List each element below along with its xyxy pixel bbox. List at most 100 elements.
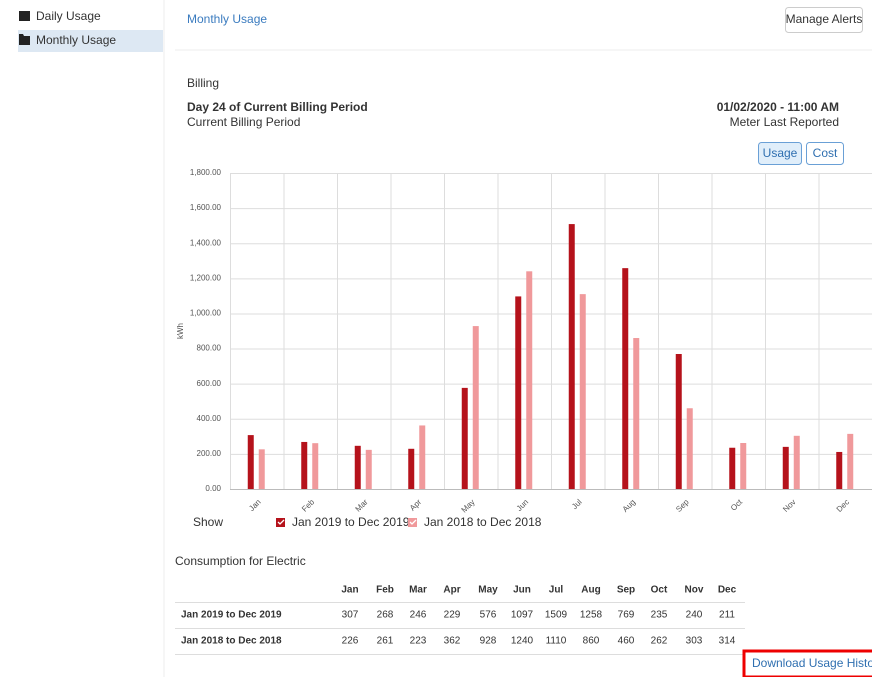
table-title: Consumption for Electric — [175, 554, 306, 568]
calendar-icon — [19, 11, 30, 21]
y-axis-label: kWh — [176, 323, 185, 339]
table-header: Nov — [685, 585, 704, 596]
table-cell: 261 — [377, 636, 394, 647]
legend-swatch — [276, 518, 285, 527]
usage-label: Usage — [763, 146, 798, 160]
row-name: Jan 2019 to Dec 2019 — [181, 610, 282, 621]
y-tick-label: 400.00 — [197, 414, 222, 423]
x-tick-label: Jul — [570, 497, 584, 511]
table-cell: 1240 — [511, 636, 534, 647]
x-tick-label: Aug — [621, 498, 637, 514]
table-cell: 1097 — [511, 610, 534, 621]
bar — [622, 268, 629, 489]
table-cell: 240 — [686, 610, 703, 621]
table-cell: 223 — [410, 636, 427, 647]
x-tick-label: Sep — [674, 497, 691, 514]
table-cell: 362 — [444, 636, 461, 647]
highlight-box — [742, 649, 872, 677]
bar — [579, 294, 586, 489]
bar — [515, 296, 522, 489]
x-tick-label: Oct — [729, 497, 745, 513]
manage-alerts-button[interactable] — [785, 7, 863, 33]
bar — [419, 425, 426, 489]
bar — [847, 433, 854, 489]
page-title: Monthly Usage — [187, 12, 267, 26]
table-cell: 226 — [342, 636, 359, 647]
legend-swatch — [408, 518, 417, 527]
table-header: Jun — [513, 585, 531, 596]
legend-label: Jan 2018 to Dec 2018 — [424, 515, 542, 529]
y-tick-label: 1,600.00 — [190, 203, 222, 212]
table-cell: 268 — [377, 610, 394, 621]
legend-check — [277, 519, 285, 525]
table-cell: 1509 — [545, 610, 568, 621]
bar — [568, 224, 575, 489]
reported-label: Meter Last Reported — [730, 115, 839, 129]
x-tick-label: Apr — [408, 497, 423, 512]
x-tick-label: Nov — [781, 498, 797, 514]
sidebar-active — [18, 30, 163, 52]
table-cell: 314 — [719, 636, 736, 647]
bar — [686, 408, 693, 489]
table-header: Feb — [376, 585, 394, 596]
folder-icon — [19, 34, 30, 45]
billing-title: Billing — [187, 76, 219, 90]
table-cell: 235 — [651, 610, 668, 621]
table-cell: 928 — [480, 636, 497, 647]
table-cell: 307 — [342, 610, 359, 621]
bar — [258, 449, 265, 489]
x-tick-label: Mar — [354, 497, 370, 513]
table-cell: 229 — [444, 610, 461, 621]
table-cell: 262 — [651, 636, 668, 647]
bar — [312, 443, 319, 489]
table-cell: 769 — [618, 610, 635, 621]
bar — [633, 338, 640, 489]
bar — [793, 435, 800, 489]
table-cell: 1258 — [580, 610, 603, 621]
y-tick-label: 0.00 — [205, 484, 221, 493]
table-cell: 576 — [480, 610, 497, 621]
bar — [836, 451, 843, 489]
bar — [740, 443, 747, 489]
bar — [408, 448, 415, 489]
x-tick-label: Dec — [835, 498, 851, 514]
y-tick-label: 1,200.00 — [190, 273, 222, 282]
y-tick-label: 200.00 — [197, 449, 222, 458]
table-cell: 460 — [618, 636, 635, 647]
bar — [729, 447, 736, 489]
bar — [247, 435, 254, 489]
table-cell: 211 — [719, 610, 735, 621]
bar — [461, 387, 468, 489]
x-tick-label: Jan — [247, 498, 262, 513]
cost-button[interactable] — [806, 142, 844, 165]
reported-at: 01/02/2020 - 11:00 AM — [717, 100, 839, 114]
y-tick-label: 1,000.00 — [190, 309, 222, 318]
sidebar-item[interactable]: Daily Usage — [36, 9, 101, 23]
table-header: Apr — [443, 585, 460, 596]
table-header: Dec — [718, 585, 737, 596]
table-header: May — [478, 585, 498, 596]
table-cell: 303 — [686, 636, 703, 647]
x-tick-label: Feb — [300, 497, 317, 514]
bar — [526, 271, 533, 489]
usage-button[interactable] — [758, 142, 802, 165]
bar — [782, 446, 789, 489]
y-tick-label: 1,800.00 — [190, 168, 222, 177]
legend-check — [409, 519, 417, 525]
bar — [675, 353, 682, 489]
bar — [354, 445, 361, 489]
bar — [472, 326, 479, 489]
table-header: Jul — [549, 585, 564, 596]
table-cell: 860 — [583, 636, 600, 647]
sidebar-item[interactable]: Monthly Usage — [36, 33, 116, 47]
x-tick-label: Jun — [515, 498, 530, 513]
table-header: Aug — [581, 585, 600, 596]
row-name: Jan 2018 to Dec 2018 — [181, 636, 282, 647]
legend-label: Show — [193, 515, 223, 529]
download-link[interactable]: Download Usage History — [752, 656, 872, 670]
bar — [301, 441, 308, 489]
bar — [365, 449, 372, 489]
table-cell: 1110 — [546, 636, 567, 647]
y-tick-label: 1,400.00 — [190, 238, 222, 247]
period-day: Day 24 of Current Billing Period — [187, 100, 368, 114]
